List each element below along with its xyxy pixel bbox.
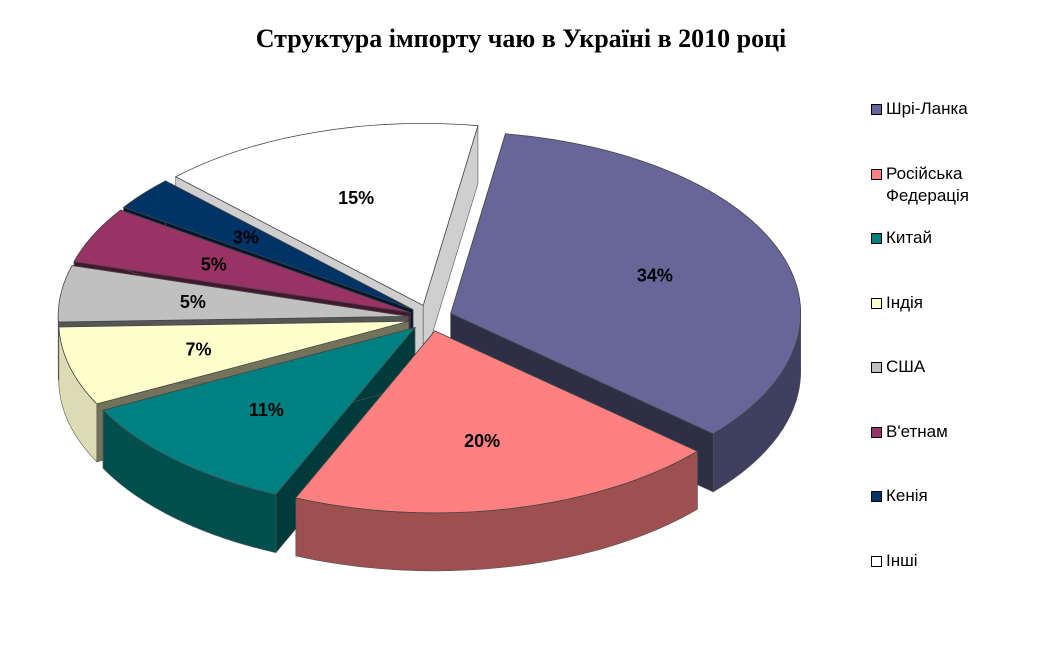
legend-swatch bbox=[871, 555, 882, 567]
legend-label: Кенія bbox=[886, 486, 928, 505]
slice-label-2: 11% bbox=[249, 400, 284, 420]
slice-4 bbox=[57, 265, 409, 323]
slice-label-7: 15% bbox=[338, 188, 374, 208]
slice-2 bbox=[102, 326, 417, 496]
legend-swatch bbox=[871, 233, 882, 244]
pie-labels: 34% 20% 11% 7% 5% 5% 3% 15% bbox=[180, 188, 673, 451]
legend-swatch bbox=[871, 362, 882, 373]
legend-swatch bbox=[871, 426, 882, 438]
legend-swatch bbox=[871, 491, 882, 502]
legend-label: Інші bbox=[886, 550, 918, 570]
legend-item: Кенія bbox=[868, 485, 1038, 507]
legend-swatch bbox=[871, 104, 882, 115]
legend-swatch bbox=[871, 168, 882, 180]
legend-item: В'етнам bbox=[868, 421, 1038, 443]
legend-swatch bbox=[871, 297, 882, 309]
pie-tops bbox=[57, 123, 802, 514]
legend-item: Шрі-Ланка bbox=[868, 98, 1038, 120]
slice-label-6: 3% bbox=[233, 228, 259, 248]
legend-label: Китай bbox=[886, 228, 932, 247]
legend-label: В'етнам bbox=[886, 421, 948, 441]
slice-6 bbox=[122, 180, 414, 310]
slice-label-4: 5% bbox=[180, 292, 206, 312]
legend-label: Шрі-Ланка bbox=[886, 99, 968, 118]
legend-item: Російська Федерація bbox=[868, 163, 1038, 207]
slice-label-1: 20% bbox=[464, 431, 500, 451]
slice-label-5: 5% bbox=[201, 254, 227, 274]
legend-item: Інші bbox=[868, 550, 1038, 572]
slice-1 bbox=[295, 330, 699, 514]
legend-label: Російська Федерація bbox=[886, 163, 970, 205]
legend-label: Індія bbox=[886, 292, 924, 312]
slice-7 bbox=[174, 123, 479, 307]
legend-item: Індія bbox=[868, 292, 1038, 314]
legend-item: США bbox=[868, 356, 1038, 378]
slice-label-0: 34% bbox=[637, 265, 673, 285]
slice-0 bbox=[450, 133, 802, 435]
chart-title: Структура імпорту чаю в Україні в 2010 р… bbox=[255, 24, 787, 53]
legend-item: Китай bbox=[868, 227, 1038, 249]
slice-3 bbox=[58, 320, 409, 405]
slice-5 bbox=[73, 209, 411, 313]
slice-label-3: 7% bbox=[186, 339, 212, 359]
legend-label: США bbox=[886, 357, 926, 376]
